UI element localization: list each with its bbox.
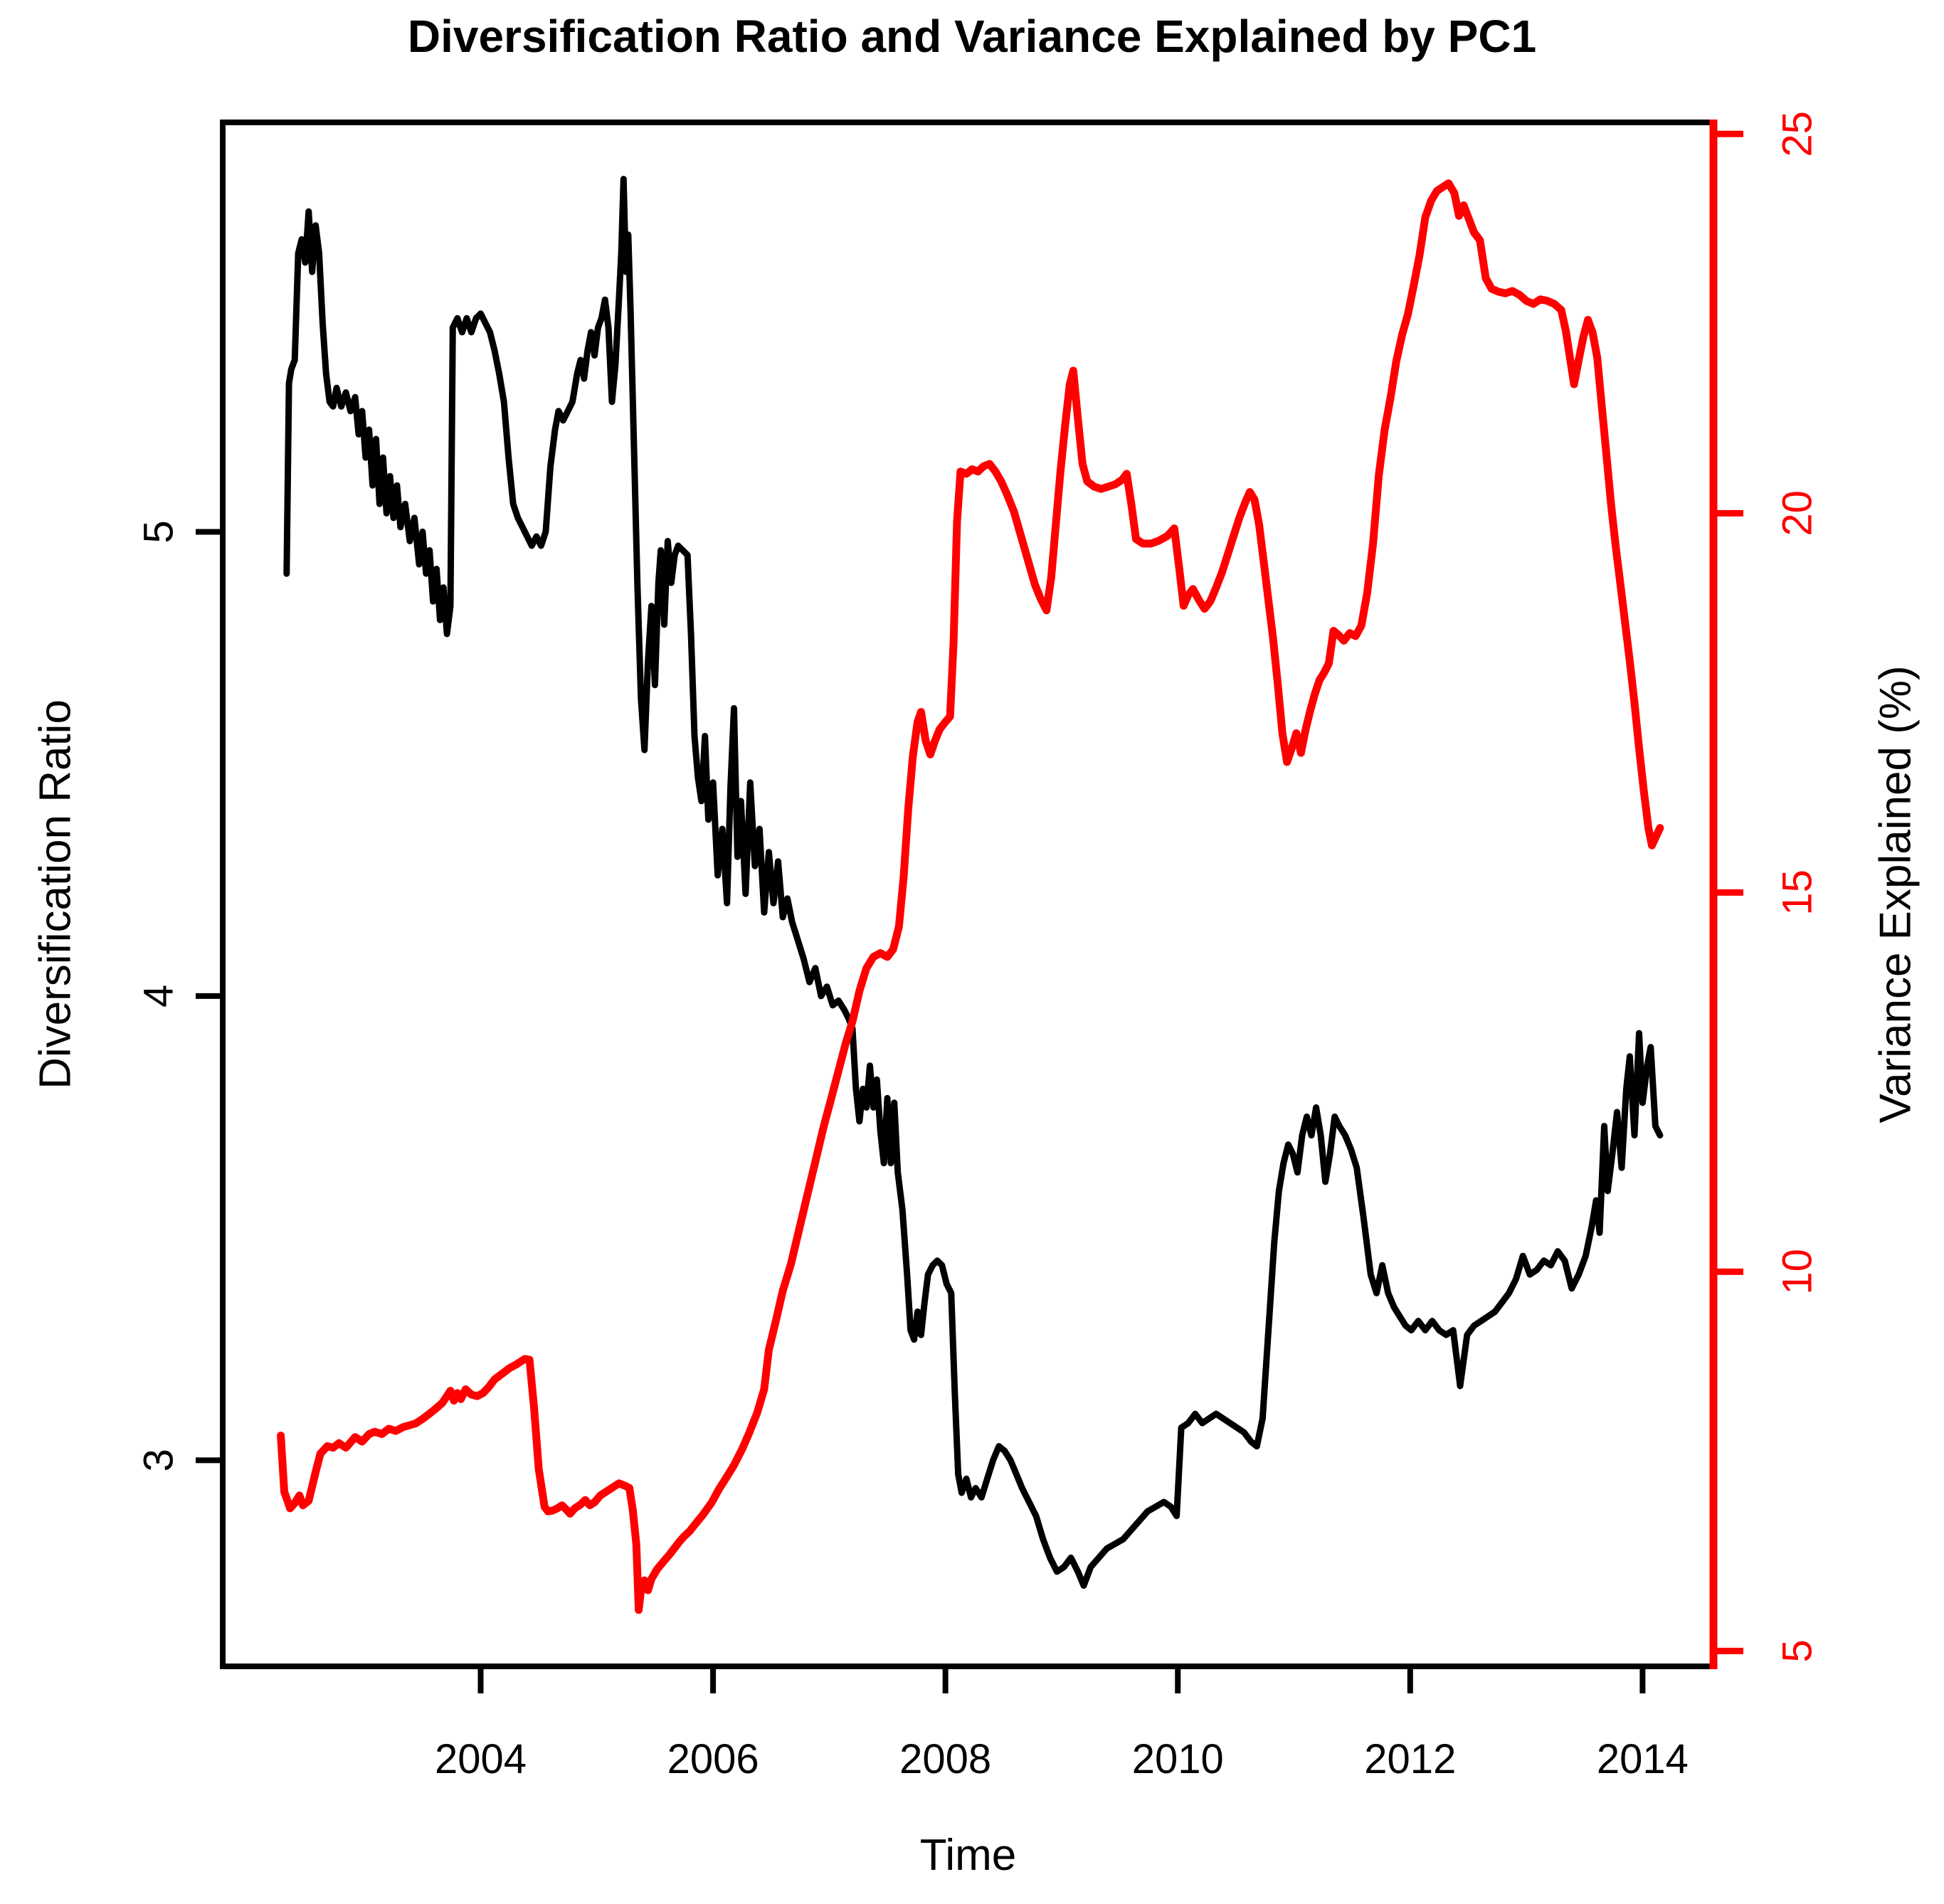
- x-tick-label: 2008: [899, 1736, 991, 1782]
- series-variance-explained: [277, 179, 1664, 1614]
- x-tick-label: 2010: [1132, 1736, 1224, 1782]
- right-tick-label: 25: [1775, 111, 1821, 157]
- axis-box: [220, 120, 1713, 1669]
- series-diversification-ratio: [283, 176, 1664, 1589]
- x-tick-label: 2004: [435, 1736, 527, 1782]
- right-tick-label: 20: [1775, 490, 1821, 536]
- x-tick-label: 2006: [667, 1736, 759, 1782]
- right-axis-label: Variance Explained (%): [1871, 665, 1921, 1123]
- right-tick-label: 10: [1775, 1249, 1821, 1295]
- left-tick-label: 3: [136, 1449, 182, 1471]
- x-tick-label: 2014: [1597, 1736, 1689, 1782]
- left-tick-label: 4: [136, 985, 182, 1007]
- left-tick-label: 5: [136, 520, 182, 543]
- left-axis-label: Diversification Ratio: [31, 699, 80, 1089]
- right-tick-label: 15: [1775, 869, 1821, 916]
- right-tick-label: 5: [1775, 1639, 1821, 1662]
- chart-title: Diversification Ratio and Variance Expla…: [407, 11, 1537, 62]
- x-tick-label: 2012: [1364, 1736, 1456, 1782]
- x-axis-label: Time: [919, 1831, 1017, 1880]
